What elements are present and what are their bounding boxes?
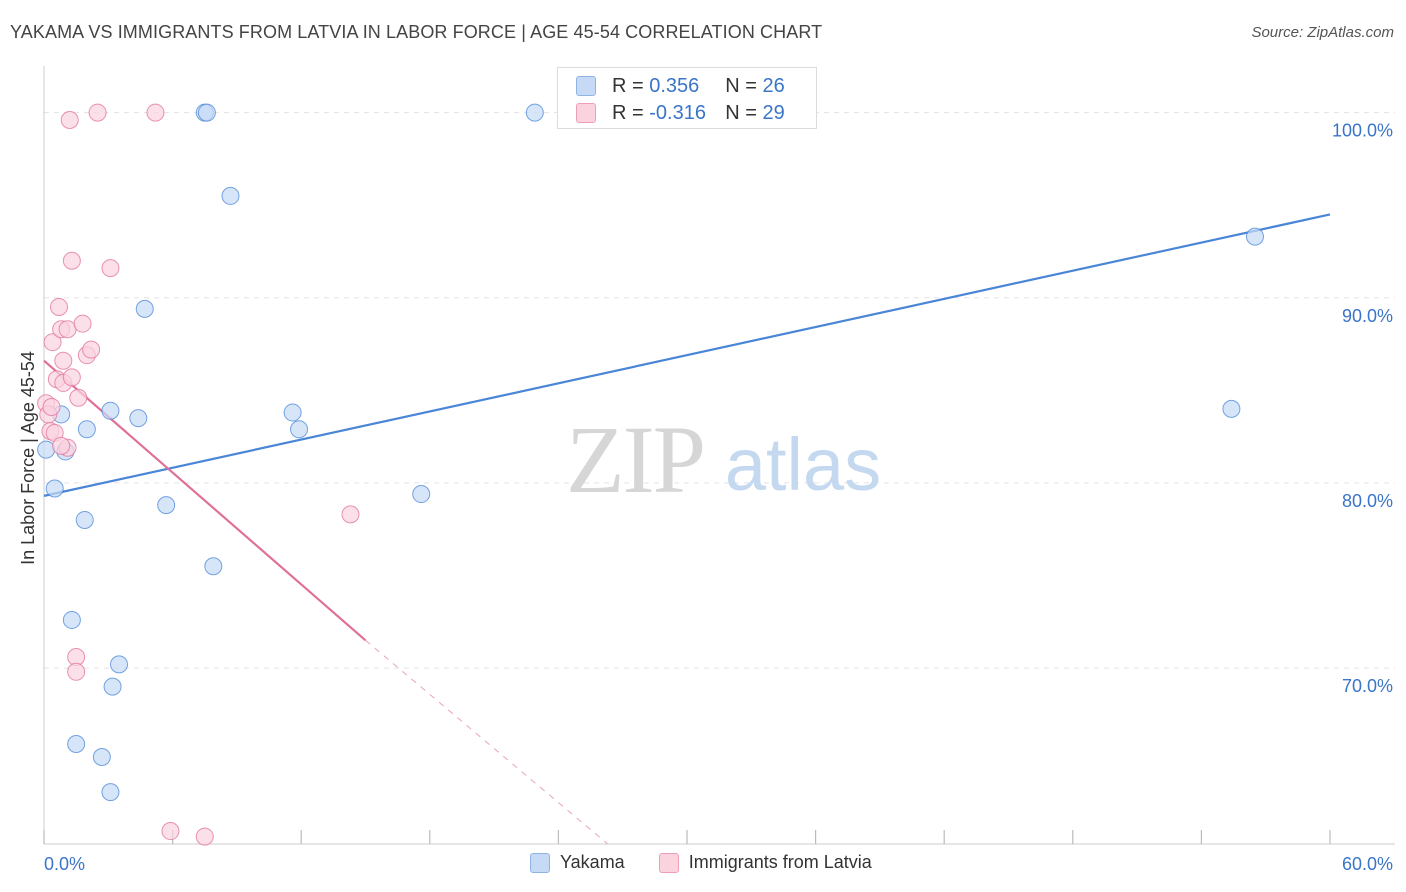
data-point-yakama	[92, 747, 111, 766]
data-point-yakama	[67, 735, 86, 754]
data-point-yakama	[197, 103, 216, 122]
data-point-latvia	[54, 351, 73, 370]
y-tick-label: 70.0%	[1342, 676, 1393, 696]
chart-title: YAKAMA VS IMMIGRANTS FROM LATVIA IN LABO…	[10, 22, 823, 42]
data-point-yakama	[75, 510, 94, 529]
data-point-yakama	[45, 479, 64, 498]
data-point-yakama	[101, 401, 120, 420]
n-value-latvia: 29	[762, 101, 785, 124]
data-point-yakama	[103, 677, 122, 696]
stats-box: R = 0.356 N = 26 R = -0.316 N = 29	[557, 67, 817, 129]
x-tick-label-max: 60.0%	[1342, 854, 1393, 874]
trend-line-latvia	[43, 359, 367, 642]
n-label: N =	[725, 101, 763, 124]
data-point-yakama	[1222, 399, 1241, 418]
trend-line-latvia-extension	[365, 639, 609, 845]
stats-row-yakama: R = 0.356 N = 26	[576, 73, 785, 99]
n-value-yakama: 26	[762, 74, 785, 97]
r-value-yakama: 0.356	[649, 74, 700, 97]
data-point-yakama	[283, 403, 302, 422]
data-point-latvia	[101, 259, 120, 278]
data-point-latvia	[161, 822, 180, 841]
data-point-latvia	[341, 505, 360, 524]
data-point-yakama	[101, 783, 120, 802]
data-point-latvia	[195, 827, 214, 846]
data-point-yakama	[525, 103, 544, 122]
watermark-atlas: atlas	[725, 423, 881, 506]
chart-legend: Yakama Immigrants from Latvia	[530, 852, 906, 873]
legend-item-latvia[interactable]: Immigrants from Latvia	[658, 852, 872, 873]
data-point-latvia	[67, 662, 86, 681]
data-point-yakama	[62, 610, 81, 629]
tick-labels: 70.0% 80.0% 90.0% 100.0% 0.0% 60.0%	[44, 121, 1393, 874]
r-label: R =	[612, 74, 650, 97]
watermark-zip: ZIP	[566, 406, 704, 513]
trend-lines	[43, 213, 1331, 845]
data-point-latvia	[42, 398, 61, 417]
data-point-yakama	[135, 299, 154, 318]
data-point-yakama	[37, 440, 56, 459]
data-point-latvia	[62, 368, 81, 387]
data-point-yakama	[221, 186, 240, 205]
legend-label-latvia: Immigrants from Latvia	[688, 852, 872, 872]
data-point-yakama	[412, 485, 431, 504]
data-point-latvia	[58, 320, 77, 339]
legend-swatch-latvia	[658, 852, 679, 873]
trend-line-yakama	[43, 213, 1331, 497]
y-tick-label: 80.0%	[1342, 491, 1393, 511]
r-label: R =	[612, 101, 650, 124]
r-value-latvia: -0.316	[649, 101, 706, 124]
data-point-yakama	[77, 420, 96, 439]
data-points	[37, 103, 1264, 846]
data-point-yakama	[290, 420, 309, 439]
n-label: N =	[725, 74, 763, 97]
y-axis-label: In Labor Force | Age 45-54	[18, 351, 38, 565]
data-point-latvia	[60, 110, 79, 129]
stats-row-latvia: R = -0.316 N = 29	[576, 100, 785, 126]
watermark: ZIP atlas	[566, 406, 881, 513]
data-point-yakama	[157, 496, 176, 515]
data-point-latvia	[73, 314, 92, 333]
data-point-latvia	[69, 388, 88, 407]
y-tick-label: 100.0%	[1332, 121, 1393, 141]
y-tick-label: 90.0%	[1342, 306, 1393, 326]
x-tick-label-min: 0.0%	[44, 854, 85, 874]
source-label: Source: ZipAtlas.com	[1251, 24, 1394, 41]
grid-lines	[44, 112, 1395, 669]
data-point-yakama	[110, 655, 129, 674]
legend-swatch-yakama	[530, 852, 550, 873]
legend-item-yakama[interactable]: Yakama	[530, 852, 625, 873]
data-point-latvia	[82, 340, 101, 359]
data-point-yakama	[129, 409, 148, 428]
stats-swatch-latvia	[576, 103, 596, 123]
data-point-latvia	[88, 103, 107, 122]
axes	[43, 66, 1395, 845]
data-point-latvia	[62, 251, 81, 270]
data-point-yakama	[1245, 227, 1264, 246]
data-point-yakama	[204, 557, 223, 576]
legend-label-yakama: Yakama	[560, 852, 625, 872]
stats-swatch-yakama	[576, 76, 596, 96]
data-point-latvia	[52, 436, 71, 455]
data-point-latvia	[43, 333, 62, 352]
data-point-latvia	[50, 298, 69, 317]
data-point-latvia	[146, 103, 165, 122]
